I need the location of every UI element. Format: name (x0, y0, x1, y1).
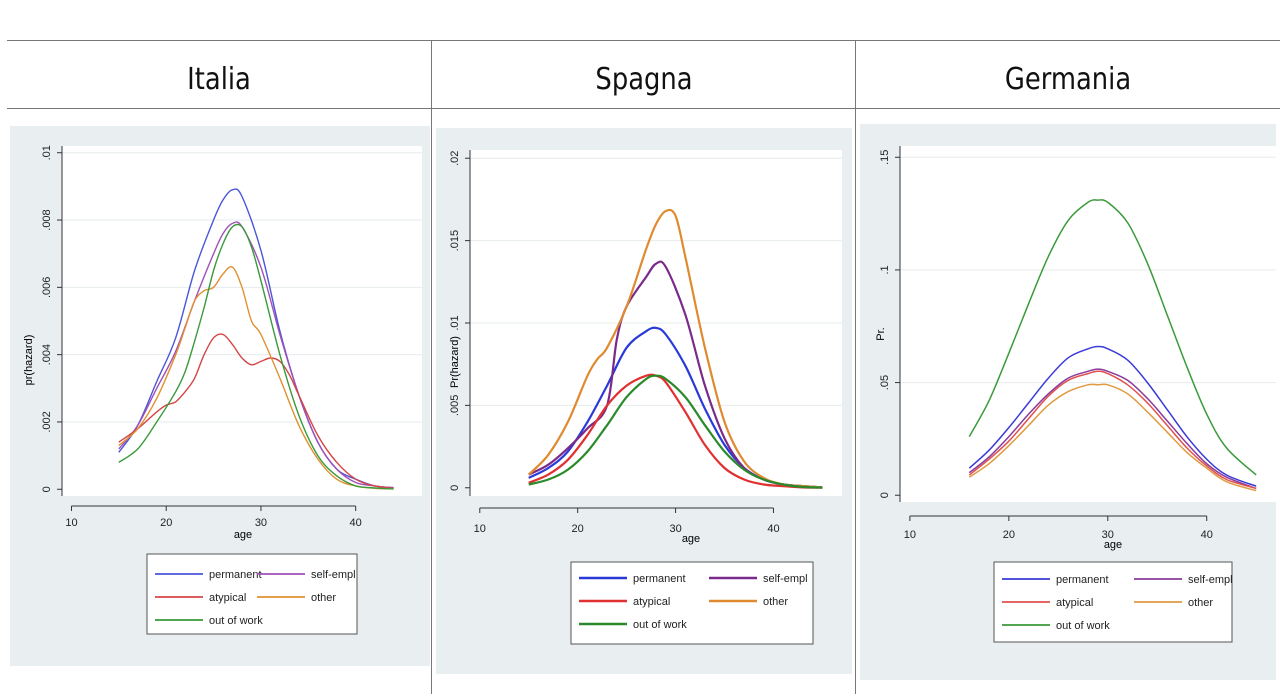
series-line-out-of-work (528, 374, 823, 489)
y-tick-label: .15 (879, 150, 891, 165)
legend: permanent self-empl atypical other out of wo… (993, 561, 1233, 643)
x-axis-label: age (1104, 539, 1122, 551)
legend-label: out of work (633, 619, 687, 631)
legend-box (146, 553, 358, 635)
x-tick-label: 30 (1102, 529, 1114, 541)
legend-label: permanent (633, 573, 686, 585)
legend-label: self-empl (1188, 574, 1233, 586)
legend-label: other (311, 592, 336, 604)
y-tick-label: .004 (41, 344, 53, 365)
legend-label: atypical (1056, 597, 1093, 609)
grid-lines (900, 156, 1276, 384)
x-tick-label: 10 (904, 529, 916, 541)
comparison-table (7, 40, 1280, 694)
legend-box (570, 561, 814, 645)
x-axis-label: age (682, 533, 700, 545)
legend-label: permanent (1056, 574, 1109, 586)
table-top-border (7, 40, 1280, 41)
series-line-permanent (968, 345, 1257, 487)
series-lines (527, 208, 823, 489)
series-line-other (968, 383, 1257, 492)
y-axis-label: Pr. (875, 327, 887, 340)
y-tick-label: .01 (41, 145, 53, 160)
x-axis-label: age (234, 529, 252, 541)
legend-label: other (763, 596, 788, 608)
legend-label: atypical (633, 596, 670, 608)
column-divider-2 (855, 40, 856, 694)
y-tick-label: 0 (41, 486, 53, 492)
plot-area (62, 146, 422, 496)
plot-area (900, 146, 1276, 502)
chart-top-strip (58, 126, 430, 136)
y-tick-label: .005 (449, 395, 461, 416)
legend-label: other (1188, 597, 1213, 609)
x-tick-label: 20 (572, 523, 584, 535)
y-tick-label: 0 (879, 492, 891, 498)
panel-title-spagna: Spagna (595, 62, 693, 97)
legend-label: out of work (209, 615, 263, 627)
y-axis-label: pr(hazard) (23, 335, 35, 386)
series-line-atypical (528, 373, 823, 489)
y-tick-label: .002 (41, 411, 53, 432)
series-line-self-empl (968, 368, 1257, 490)
legend-label: self-empl (311, 569, 356, 581)
x-tick-label: 40 (767, 523, 779, 535)
panel-title-germania: Germania (1004, 62, 1132, 97)
x-tick-label: 10 (65, 517, 77, 529)
legend-label: atypical (209, 592, 246, 604)
grid-lines (470, 157, 842, 406)
legend-label: out of work (1056, 620, 1110, 632)
x-tick-label: 20 (1003, 529, 1015, 541)
y-tick-label: .01 (449, 315, 461, 330)
legend-label: permanent (209, 569, 262, 581)
chart-germania: 0 .05 .1 .15 10 20 30 40 Pr. age permanent self-… (860, 124, 1276, 680)
y-tick-label: .015 (449, 230, 461, 251)
series-line-other (118, 265, 394, 490)
legend-label: self-empl (763, 573, 808, 585)
axes: 0 .005 .01 .015 .02 10 20 30 40 (449, 150, 780, 535)
series-lines (968, 199, 1257, 492)
series-lines (118, 188, 394, 490)
legend: permanent self-empl atypical other out of wo… (570, 561, 814, 645)
y-tick-label: .008 (41, 209, 53, 230)
y-tick-label: .1 (879, 265, 891, 274)
series-line-other (527, 208, 823, 489)
x-tick-label: 30 (669, 523, 681, 535)
panel-title-italia: Italia (187, 62, 251, 97)
legend: permanent self-empl atypical other out of wo… (146, 553, 358, 635)
chart-spagna: 0 .005 .01 .015 .02 10 20 30 40 Pr(hazard) age p… (436, 128, 852, 674)
y-tick-label: 0 (449, 485, 461, 491)
axes: 0 .05 .1 .15 10 20 30 40 (879, 146, 1213, 541)
column-divider-1 (431, 40, 432, 694)
y-axis-label: Pr(hazard) (449, 336, 461, 388)
y-tick-label: .05 (879, 375, 891, 390)
series-line-out-of-work (118, 223, 394, 490)
x-tick-label: 30 (255, 517, 267, 529)
series-line-out-of-work (968, 199, 1257, 476)
x-tick-label: 40 (1201, 529, 1213, 541)
header-divider (7, 108, 1280, 109)
grid-lines (62, 152, 422, 423)
x-tick-label: 10 (474, 523, 486, 535)
series-line-atypical (118, 333, 394, 489)
y-tick-label: .02 (449, 151, 461, 166)
x-tick-label: 40 (350, 517, 362, 529)
y-tick-label: .006 (41, 277, 53, 298)
x-tick-label: 20 (160, 517, 172, 529)
axes: 0 .002 .004 .006 .008 .01 10 20 30 40 (41, 145, 362, 529)
series-line-atypical (968, 370, 1257, 490)
